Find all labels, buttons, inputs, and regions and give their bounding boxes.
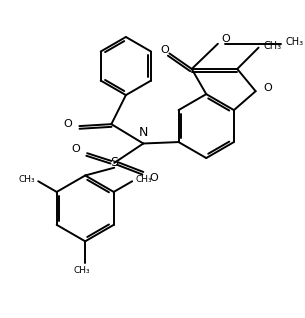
Text: N: N bbox=[139, 126, 148, 139]
Text: CH₃: CH₃ bbox=[74, 266, 91, 275]
Text: CH₃: CH₃ bbox=[19, 175, 35, 184]
Text: O: O bbox=[72, 144, 81, 154]
Text: O: O bbox=[222, 34, 231, 44]
Text: CH₃: CH₃ bbox=[135, 175, 152, 184]
Text: O: O bbox=[264, 83, 272, 93]
Text: CH₃: CH₃ bbox=[264, 41, 282, 51]
Text: S: S bbox=[110, 156, 118, 169]
Text: CH₃: CH₃ bbox=[286, 37, 304, 47]
Text: O: O bbox=[160, 45, 169, 55]
Text: O: O bbox=[64, 119, 73, 129]
Text: O: O bbox=[149, 173, 158, 183]
